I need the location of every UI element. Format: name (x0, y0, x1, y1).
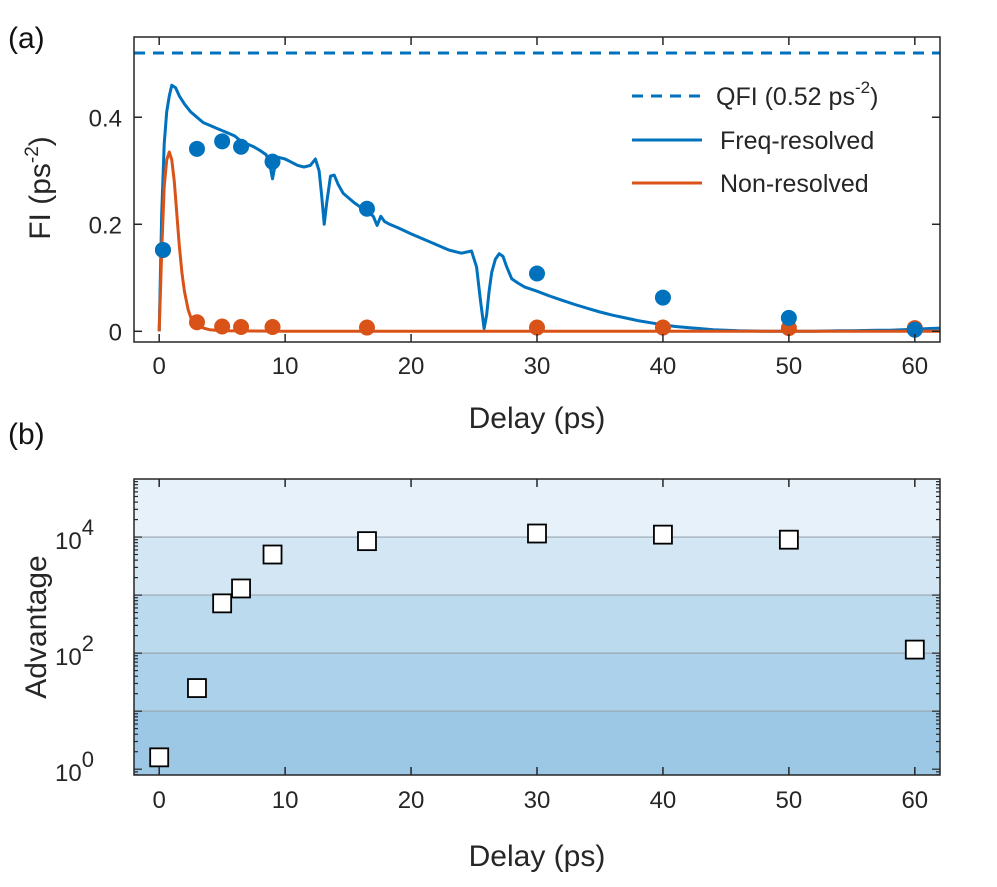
freq-resolved-point (780, 309, 797, 326)
advantage-point (262, 544, 283, 565)
panel-b-x-tick-label: 50 (776, 787, 803, 814)
background-band (134, 595, 940, 654)
panel-a-plot-area (133, 36, 941, 343)
advantage-point (357, 531, 377, 552)
panel-a-y-label-close: ) (24, 136, 57, 146)
background-band (134, 537, 940, 596)
panel-a-y-tick-label: 0.4 (89, 105, 122, 132)
freq-resolved-point (264, 153, 281, 170)
tick-exponent: 4 (82, 515, 94, 540)
panel-b-x-tick-label: 60 (901, 787, 928, 814)
non-resolved-point (214, 318, 231, 335)
freq-resolved-point (358, 200, 375, 217)
panel-a-label: (a) (8, 22, 45, 55)
panel-b-y-tick-label: 102 (55, 631, 94, 671)
panel-a-y-tick-label: 0.2 (89, 212, 122, 239)
panel-a-x-tick-label: 0 (153, 353, 166, 380)
legend-qfi-label: QFI (0.52 ps-2) (716, 78, 878, 111)
freq-resolved-line (157, 83, 940, 333)
panel-b-x-tick-label: 40 (650, 787, 677, 814)
tick-exponent: 2 (82, 631, 94, 656)
panel-a-x-tick-label: 50 (776, 353, 803, 380)
tick-base: 10 (55, 528, 82, 555)
advantage-point (187, 678, 207, 698)
non-resolved-point (188, 314, 205, 331)
panel-a-y-tick-label: 0 (109, 319, 122, 346)
panel-b-label: (b) (8, 418, 45, 451)
advantage-point (653, 524, 673, 545)
background-band (134, 653, 940, 712)
panel-a-series (134, 51, 940, 338)
tick-exponent: 0 (82, 747, 94, 772)
background-band (134, 711, 940, 775)
panel-a-x-tick-label: 10 (272, 353, 299, 380)
panel-a-x-tick-label: 20 (398, 353, 425, 380)
advantage-point (149, 747, 170, 768)
panel-a-legend: QFI (0.52 ps-2) Freq-resolved Non-resolv… (632, 78, 878, 198)
advantage-point (231, 578, 251, 599)
freq-resolved-point (154, 241, 171, 258)
advantage-point (527, 523, 547, 544)
panel-b-y-label: Advantage (20, 555, 53, 698)
panel-b-y-tick-label: 100 (55, 747, 94, 787)
tick-base: 10 (55, 760, 82, 787)
freq-resolved-point (654, 289, 671, 306)
advantage-point (778, 529, 799, 550)
panel-b-x-tick-label: 10 (272, 787, 299, 814)
legend-qfi-label-close: ) (870, 83, 878, 111)
panel-a-x-label: Delay (ps) (469, 402, 606, 435)
legend-qfi-label-sup: -2 (855, 78, 870, 97)
panel-b-x-tick-label: 30 (524, 787, 551, 814)
panel-b-y-tick-label: 104 (55, 515, 94, 555)
freq-resolved-point (233, 138, 250, 155)
panel-a-x-ticks: 0 10 20 30 40 50 60 (153, 37, 928, 380)
non-resolved-point (264, 319, 281, 336)
panel-a-y-label: FI (ps-2) (22, 136, 57, 240)
panel-b-plot-area (133, 478, 941, 776)
non-resolved-point (529, 319, 545, 336)
panel-a-x-tick-label: 30 (524, 353, 551, 380)
legend-non-label: Non-resolved (720, 170, 869, 198)
panel-b-x-tick-label: 0 (153, 787, 166, 814)
panel-a-y-label-main: FI (ps (24, 163, 57, 240)
panel-b-x-label: Delay (ps) (469, 840, 606, 873)
panel-a-x-tick-label: 40 (650, 353, 677, 380)
freq-resolved-point (906, 321, 923, 338)
freq-resolved-point (529, 265, 545, 282)
panel-b-x-tick-label: 20 (398, 787, 425, 814)
advantage-point (212, 593, 233, 614)
advantage-point (904, 639, 925, 660)
panel-a-x-tick-label: 60 (901, 353, 928, 380)
non-resolved-point (233, 319, 250, 336)
non-resolved-line (157, 150, 940, 333)
freq-resolved-point (188, 140, 205, 157)
panel-a-y-label-sup: -2 (22, 146, 43, 163)
panel-b-x-ticks: 0 10 20 30 40 50 60 (153, 479, 928, 814)
freq-resolved-point (214, 133, 231, 150)
legend-freq-label: Freq-resolved (720, 127, 874, 155)
non-resolved-point (654, 319, 671, 336)
legend-qfi-label-main: QFI (0.52 ps (716, 83, 855, 111)
panel-a-y-ticks: 0 0.2 0.4 (89, 105, 940, 346)
non-resolved-point (358, 319, 375, 336)
tick-base: 10 (55, 644, 82, 671)
